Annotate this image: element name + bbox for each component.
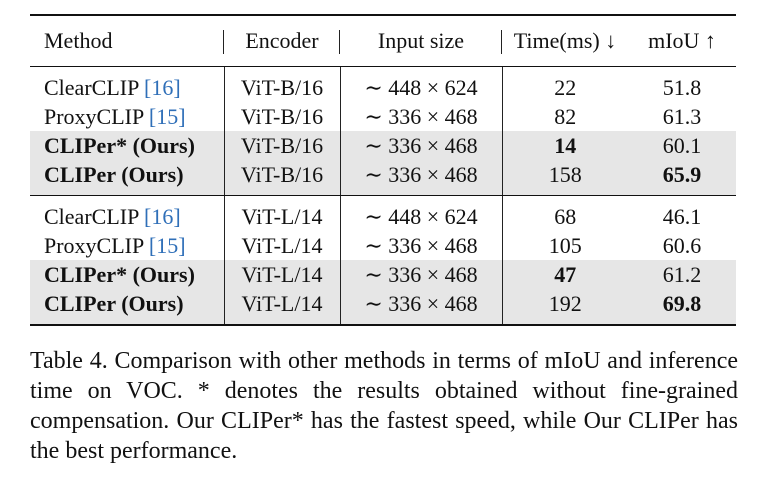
miou-cell-best: 65.9 bbox=[628, 160, 736, 196]
citation-link[interactable]: [16] bbox=[144, 74, 181, 100]
miou-cell: 60.6 bbox=[662, 232, 702, 258]
encoder-cell: ViT-L/14 bbox=[224, 195, 341, 231]
method-cell: ClearCLIP [16] bbox=[30, 66, 225, 102]
table-header-row: Method Encoder Input size Time(ms) ↓ mIo… bbox=[30, 14, 736, 67]
input-size-cell: ∼ 336 × 468 bbox=[340, 102, 503, 131]
miou-cell: 60.1 bbox=[628, 131, 736, 160]
miou-cell: 61.3 bbox=[662, 103, 702, 129]
table-row: ProxyCLIP [15] ViT-L/14 ∼ 336 × 468 105 … bbox=[30, 231, 736, 260]
citation-link[interactable]: [16] bbox=[144, 203, 181, 229]
method-cell: CLIPer* (Ours) bbox=[30, 260, 225, 289]
header-miou: mIoU ↑ bbox=[628, 14, 736, 67]
time-cell: 192 bbox=[502, 289, 628, 326]
citation-link[interactable]: [15] bbox=[148, 232, 186, 258]
header-input-size: Input size bbox=[340, 14, 502, 67]
time-cell: 105 bbox=[548, 232, 582, 258]
time-cell: 22 bbox=[554, 74, 577, 100]
input-size-cell: ∼ 448 × 624 bbox=[340, 195, 503, 231]
encoder-cell: ViT-B/16 bbox=[224, 66, 341, 102]
time-cell: 68 bbox=[554, 203, 577, 229]
encoder-cell: ViT-L/14 bbox=[224, 231, 341, 260]
method-name: ClearCLIP bbox=[44, 203, 139, 229]
table-row-highlighted: CLIPer (Ours) ViT-B/16 ∼ 336 × 468 158 6… bbox=[30, 160, 736, 196]
header-encoder: Encoder bbox=[224, 14, 340, 67]
method-cell: CLIPer* (Ours) bbox=[30, 131, 225, 160]
method-name: ClearCLIP bbox=[44, 74, 139, 100]
table-row: ClearCLIP [16] ViT-L/14 ∼ 448 × 624 68 4… bbox=[30, 195, 736, 231]
encoder-cell: ViT-L/14 bbox=[224, 260, 341, 289]
input-size-cell: ∼ 336 × 468 bbox=[340, 160, 503, 196]
header-time: Time(ms) ↓ bbox=[502, 14, 628, 67]
table-caption: Table 4. Comparison with other methods i… bbox=[30, 346, 738, 466]
encoder-cell: ViT-B/16 bbox=[224, 160, 341, 196]
encoder-cell: ViT-B/16 bbox=[224, 102, 341, 131]
comparison-table: Method Encoder Input size Time(ms) ↓ mIo… bbox=[30, 14, 736, 326]
time-cell: 158 bbox=[502, 160, 628, 196]
input-size-cell: ∼ 336 × 468 bbox=[340, 231, 503, 260]
method-cell: ProxyCLIP [15] bbox=[30, 102, 225, 131]
encoder-cell: ViT-L/14 bbox=[224, 289, 341, 326]
encoder-cell: ViT-B/16 bbox=[224, 131, 341, 160]
miou-cell-best: 69.8 bbox=[628, 289, 736, 326]
method-cell: ClearCLIP [16] bbox=[30, 195, 225, 231]
input-size-cell: ∼ 336 × 468 bbox=[340, 260, 503, 289]
caption-text: Table 4. Comparison with other methods i… bbox=[30, 348, 738, 464]
input-size-cell: ∼ 336 × 468 bbox=[340, 131, 503, 160]
method-name: ProxyCLIP bbox=[44, 232, 144, 258]
table-row: ProxyCLIP [15] ViT-B/16 ∼ 336 × 468 82 6… bbox=[30, 102, 736, 131]
method-cell: ProxyCLIP [15] bbox=[30, 231, 225, 260]
time-cell: 82 bbox=[554, 103, 577, 129]
method-cell: CLIPer (Ours) bbox=[30, 289, 225, 326]
comparison-table-container: Method Encoder Input size Time(ms) ↓ mIo… bbox=[30, 14, 736, 326]
time-cell-best: 14 bbox=[502, 131, 628, 160]
table-row-highlighted: CLIPer* (Ours) ViT-L/14 ∼ 336 × 468 47 6… bbox=[30, 260, 736, 289]
miou-cell: 46.1 bbox=[662, 203, 702, 229]
input-size-cell: ∼ 448 × 624 bbox=[340, 66, 503, 102]
input-size-cell: ∼ 336 × 468 bbox=[340, 289, 503, 326]
citation-link[interactable]: [15] bbox=[148, 103, 186, 129]
table-row-highlighted: CLIPer (Ours) ViT-L/14 ∼ 336 × 468 192 6… bbox=[30, 289, 736, 326]
time-cell-best: 47 bbox=[502, 260, 628, 289]
header-method: Method bbox=[30, 14, 224, 67]
table-row-highlighted: CLIPer* (Ours) ViT-B/16 ∼ 336 × 468 14 6… bbox=[30, 131, 736, 160]
miou-cell: 51.8 bbox=[662, 74, 702, 100]
method-name: ProxyCLIP bbox=[44, 103, 144, 129]
table-row: ClearCLIP [16] ViT-B/16 ∼ 448 × 624 22 5… bbox=[30, 66, 736, 102]
miou-cell: 61.2 bbox=[628, 260, 736, 289]
method-cell: CLIPer (Ours) bbox=[30, 160, 225, 196]
